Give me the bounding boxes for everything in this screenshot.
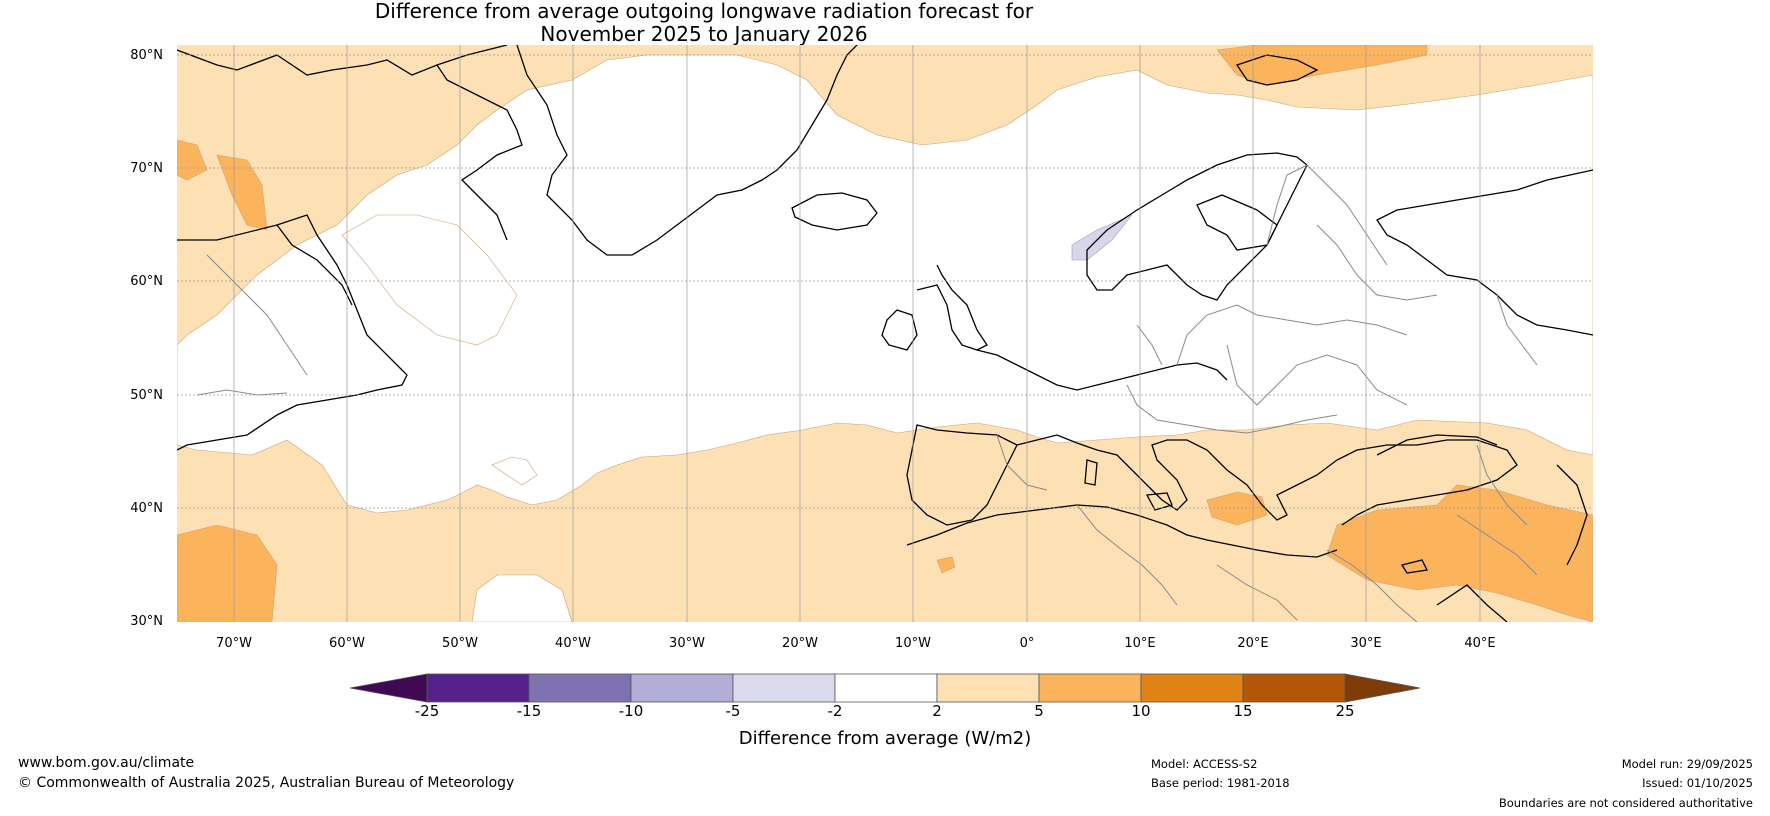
copyright-notice: © Commonwealth of Australia 2025, Austra… (18, 775, 515, 791)
colorbar-segment-2 (528, 673, 632, 703)
colorbar-tick-minus-2: -2 (827, 702, 843, 720)
colorbar-segment-6 (936, 673, 1040, 703)
coastlines (177, 45, 1593, 622)
lat-label-40n: 40°N (130, 501, 163, 516)
lon-label-10e: 10°E (1124, 636, 1156, 651)
neutral-anomaly-greenland (341, 214, 518, 346)
map-title-line-2: November 2025 to January 2026 (540, 22, 868, 46)
colorbar-segment-9 (1242, 673, 1346, 703)
lon-label-10w: 10°W (895, 636, 931, 651)
colorbar-extend-high (1344, 673, 1420, 703)
lon-label-50w: 50°W (442, 636, 478, 651)
bom-website-link[interactable]: www.bom.gov.au/climate (18, 755, 195, 771)
colorbar-segment-5 (834, 673, 938, 703)
lon-label-30w: 30°W (669, 636, 705, 651)
anomaly-5-10-west-atlantic (177, 524, 278, 622)
colorbar-tick-minus-10: -10 (618, 702, 644, 720)
map-canvas (177, 45, 1593, 622)
base-period: Base period: 1981-2018 (1151, 776, 1290, 790)
colorbar-tick-2: 2 (932, 702, 942, 720)
graticule (177, 45, 1593, 622)
neutral-anomaly-azores (491, 456, 538, 486)
lon-label-40w: 40°W (555, 636, 591, 651)
lon-label-20w: 20°W (782, 636, 818, 651)
colorbar-extend-low (350, 673, 428, 703)
colorbar-tick-5: 5 (1034, 702, 1044, 720)
lat-label-80n: 80°N (130, 48, 163, 63)
colorbar-tick-15: 15 (1233, 702, 1253, 720)
lon-label-40e: 40°E (1464, 636, 1496, 651)
lon-label-70w: 70°W (216, 636, 252, 651)
colorbar (350, 673, 1420, 703)
anomaly-5-10-europe (1206, 491, 1268, 526)
lat-label-60n: 60°N (130, 274, 163, 289)
colorbar-segment-4 (732, 673, 836, 703)
colorbar-segment-8 (1140, 673, 1244, 703)
model-run-date: Model run: 29/09/2025 (1621, 757, 1753, 771)
colorbar-segment-7 (1038, 673, 1142, 703)
colorbar-tick-minus-15: -15 (516, 702, 542, 720)
anomaly-5-10-azores-small (936, 556, 956, 574)
map-title-line-1: Difference from average outgoing longwav… (374, 0, 1034, 23)
country-borders (196, 164, 1538, 622)
colorbar-segment-1 (426, 673, 530, 703)
model-name: Model: ACCESS-S2 (1151, 757, 1258, 771)
anomaly-5-10-middle-east (1326, 484, 1593, 622)
map-title: Difference from average outgoing longwav… (0, 0, 1408, 46)
neutral-anomaly-subtropical (471, 574, 573, 622)
colorbar-label: Difference from average (W/m2) (738, 728, 1032, 749)
colorbar-tick-minus-25: -25 (414, 702, 440, 720)
lon-label-60w: 60°W (329, 636, 365, 651)
map-panel (177, 45, 1593, 622)
lon-label-20e: 20°E (1237, 636, 1269, 651)
colorbar-tick-minus-5: -5 (725, 702, 741, 720)
anomaly-neg-5-2-norway (1071, 214, 1133, 261)
lat-label-50n: 50°N (130, 388, 163, 403)
lon-label-30e: 30°E (1350, 636, 1382, 651)
colorbar-segment-3 (630, 673, 734, 703)
lat-label-30n: 30°N (130, 614, 163, 629)
anomaly-5-10-labrador (177, 139, 268, 231)
issued-date: Issued: 01/10/2025 (1642, 776, 1753, 790)
neutral-anomaly-region (177, 54, 1593, 514)
lon-label-0: 0° (1019, 636, 1035, 651)
boundaries-disclaimer: Boundaries are not considered authoritat… (1498, 796, 1753, 810)
colorbar-tick-25: 25 (1335, 702, 1355, 720)
lat-label-70n: 70°N (130, 161, 163, 176)
colorbar-tick-10: 10 (1131, 702, 1151, 720)
